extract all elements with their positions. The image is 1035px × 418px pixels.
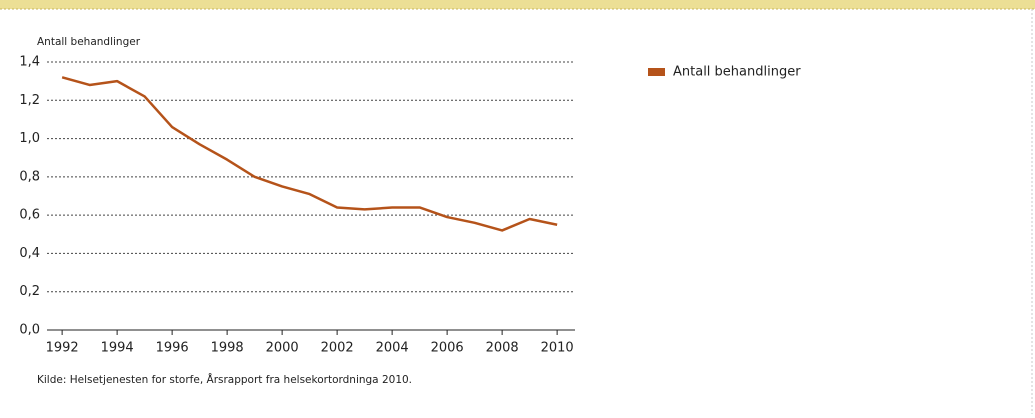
source: Kilde: Helsetjenesten for storfe, Årsrap… [37, 373, 412, 386]
y-tick-label: 0,0 [19, 323, 40, 338]
x-tick-label: 1996 [156, 341, 189, 356]
y-tick-label: 1,0 [19, 131, 40, 146]
y-tick-label: 1,2 [19, 93, 40, 108]
x-tick-label: 2002 [321, 341, 354, 356]
legend-swatch [648, 68, 665, 76]
y-tick-label: 0,4 [19, 246, 40, 261]
y-tick-label: 1,4 [19, 55, 40, 70]
line [61, 76, 558, 232]
y-tick-label: 0,8 [19, 169, 40, 184]
y-axis-label: Antall behandlinger [37, 36, 141, 48]
legend-label: Antall behandlinger [673, 65, 801, 80]
x-tick-label: 1994 [101, 341, 134, 356]
x-tick-label: 1992 [46, 341, 79, 356]
x-tick-label: 2010 [541, 341, 574, 356]
y-tick-label: 0,6 [19, 208, 40, 223]
x-tick-label: 2006 [431, 341, 464, 356]
x-tick-label: 2000 [266, 341, 299, 356]
x-tick-label: 1998 [211, 341, 244, 356]
x-tick-label: 2004 [376, 341, 409, 356]
x-tick-label: 2008 [486, 341, 519, 356]
y-tick-label: 0,2 [19, 284, 40, 299]
top-strip [0, 0, 1035, 9]
